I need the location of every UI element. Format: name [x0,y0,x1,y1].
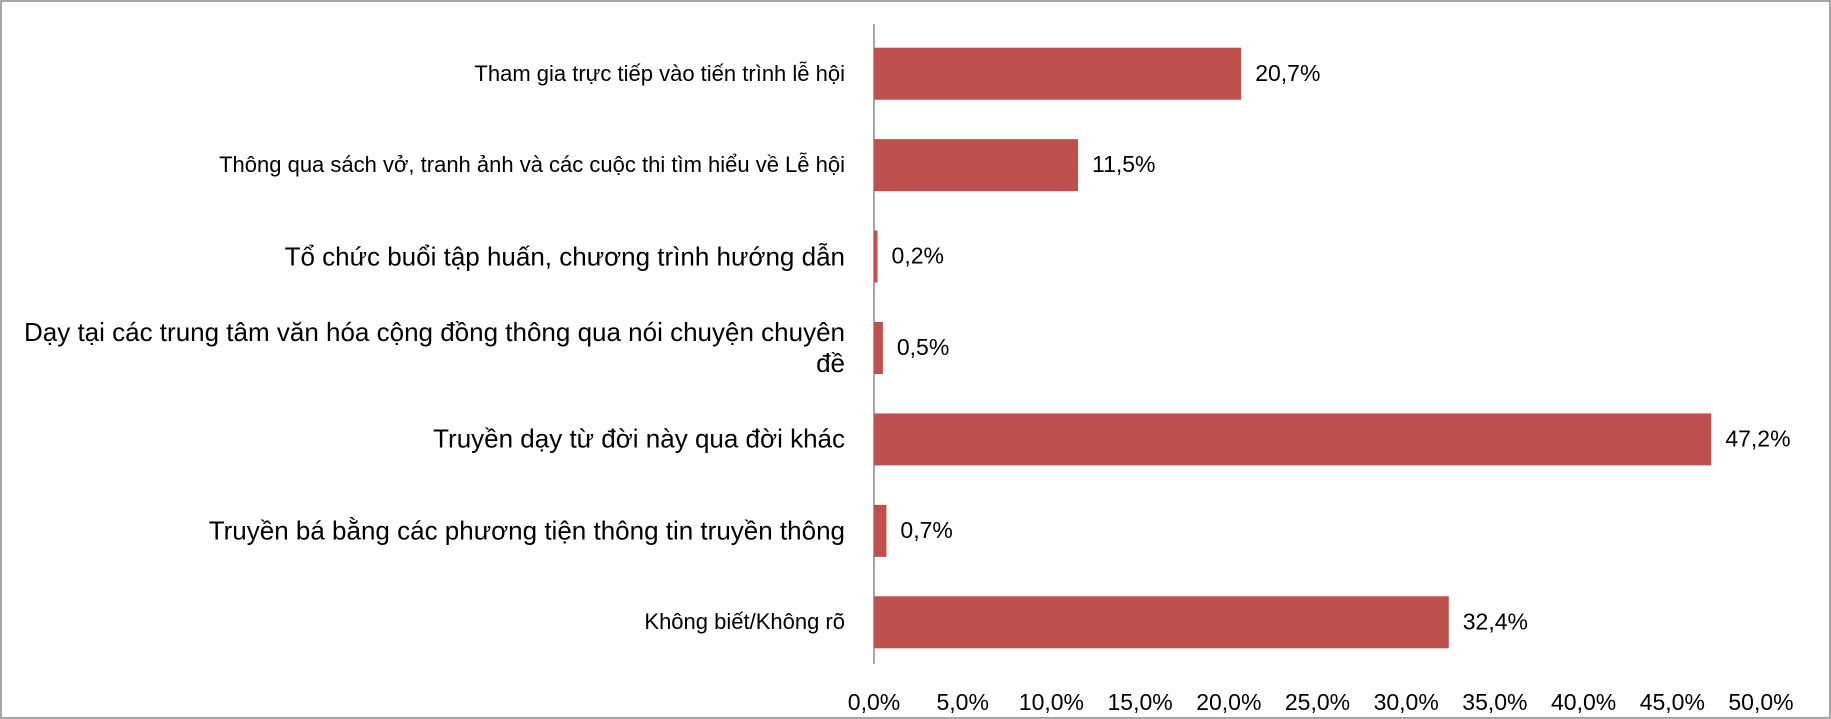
data-label: 47,2% [1725,426,1790,452]
x-tick-label: 50,0% [1728,689,1793,715]
x-tick-label: 30,0% [1374,689,1439,715]
x-tick-label: 25,0% [1285,689,1350,715]
data-label: 0,7% [900,517,952,543]
x-tick-label: 10,0% [1019,689,1084,715]
data-label: 32,4% [1463,608,1528,634]
y-tick-label: Truyền bá bằng các phương tiện thông tin… [208,515,845,546]
bar [874,322,883,374]
x-tick-label: 40,0% [1551,689,1616,715]
x-tick-label: 15,0% [1107,689,1172,715]
y-tick-label: Dạy tại các trung tâm văn hóa cộng đồng … [23,316,845,378]
x-tick-label: 20,0% [1196,689,1261,715]
bar [874,596,1449,649]
y-tick-label: Không biết/Không rõ [644,609,845,635]
x-tick-label: 35,0% [1462,689,1527,715]
y-tick-label: Truyền dạy từ đời này qua đời khác [433,423,845,454]
bar [874,413,1712,466]
x-tick-label: 0,0% [848,689,900,715]
bar [874,230,878,283]
y-tick-label: Thông qua sách vở, tranh ảnh và các cuộc… [219,151,845,177]
y-tick-label: Tham gia trực tiếp vào tiến trình lễ hội [474,60,845,86]
y-tick-label: Tổ chức buổi tập huấn, chương trình hướn… [284,240,845,271]
data-label: 20,7% [1255,60,1320,86]
x-tick-label: 5,0% [936,689,988,715]
bar [874,47,1242,100]
bar [874,139,1079,192]
data-label: 0,5% [897,334,949,360]
bar [874,504,887,557]
data-label: 11,5% [1092,151,1156,177]
x-tick-label: 45,0% [1640,689,1705,715]
data-label: 0,2% [892,243,944,269]
